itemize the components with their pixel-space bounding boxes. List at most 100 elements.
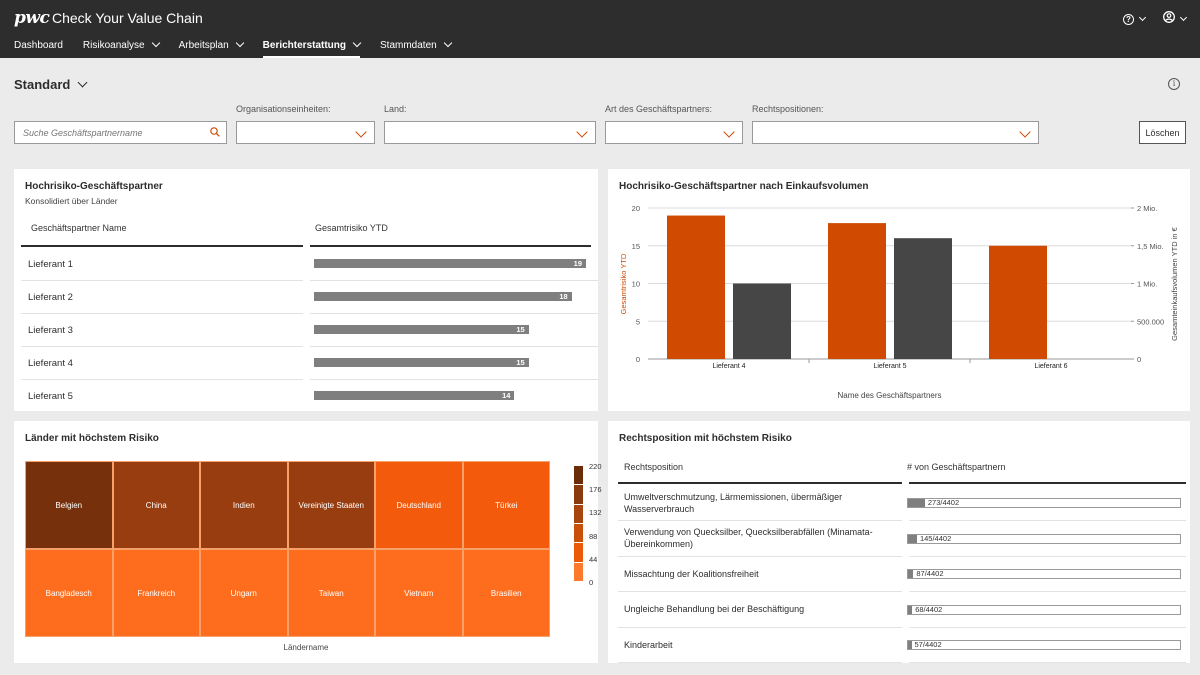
heatmap-cell[interactable]: Belgien <box>25 461 113 549</box>
country-select[interactable] <box>384 121 596 144</box>
nav-item-label: Berichterstattung <box>262 39 347 51</box>
nav-item-4[interactable]: Berichterstattung <box>262 36 362 58</box>
row-divider <box>21 280 303 281</box>
table-row[interactable]: Umweltverschmutzung, Lärmemissionen, übe… <box>618 485 1186 521</box>
heatmap-cell[interactable]: Vietnam <box>375 549 463 637</box>
purchase-volume-panel: Hochrisiko-Geschäftspartner nach Einkauf… <box>608 169 1190 411</box>
count-bar-track: 145/4402 <box>907 533 1181 544</box>
y-tick-left: 20 <box>632 204 640 213</box>
partner-type-select[interactable] <box>605 121 743 144</box>
legend-label: 88 <box>589 531 598 541</box>
bar-risk[interactable] <box>989 245 1047 359</box>
count-value: 68/4402 <box>915 604 943 614</box>
nav-item-3[interactable]: Arbeitsplan <box>178 36 244 54</box>
row-divider <box>618 662 902 663</box>
bar-volume[interactable] <box>894 238 952 359</box>
table-row[interactable]: Lieferant 3 15 <box>21 314 598 347</box>
row-divider <box>21 379 303 380</box>
search-field[interactable] <box>14 121 227 144</box>
column-header-legal-position[interactable]: Rechtsposition <box>624 462 684 472</box>
count-value: 57/4402 <box>914 640 942 650</box>
y-tick-right: 1,5 Mio. <box>1137 242 1164 251</box>
table-row[interactable]: Lieferant 4 15 <box>21 347 598 380</box>
y-tick-left: 10 <box>632 280 640 289</box>
clear-filters-button[interactable]: Löschen <box>1139 121 1186 144</box>
x-tick-label: Lieferant 4 <box>712 363 745 370</box>
legal-positions-label: Rechtspositionen: <box>752 104 824 114</box>
country-name: Taiwan <box>318 588 344 598</box>
partner-name: Lieferant 1 <box>28 259 73 270</box>
row-divider <box>310 313 598 314</box>
x-tick-label: Lieferant 6 <box>1034 363 1067 370</box>
table-row[interactable]: Ungleiche Behandlung bei der Beschäftigu… <box>618 592 1186 628</box>
legend-color-segment <box>574 524 583 543</box>
count-bar-fill <box>908 499 925 507</box>
heatmap-cell[interactable]: Taiwan <box>287 549 375 637</box>
heatmap-cell[interactable]: Deutschland <box>375 461 463 549</box>
risk-bar: 18 <box>314 292 572 301</box>
legend-label: 0 <box>589 578 594 587</box>
legend-color-segment <box>574 466 583 485</box>
country-name: Türkei <box>495 500 518 510</box>
table-row[interactable]: Lieferant 1 19 <box>21 248 598 281</box>
nav-item-1[interactable]: Dashboard <box>14 36 63 54</box>
heatmap-cell[interactable]: Bangladesch <box>25 549 113 637</box>
table-row[interactable]: Lieferant 2 18 <box>21 281 598 314</box>
y-tick-right: 0 <box>1137 355 1141 364</box>
country-name: China <box>145 500 167 510</box>
column-header-partner-count[interactable]: # von Geschäftspartnern <box>907 462 1006 472</box>
search-icon[interactable] <box>210 127 220 137</box>
nav-item-label: Arbeitsplan <box>178 39 229 51</box>
chevron-down-icon <box>1138 13 1147 22</box>
legal-position-label: Ungleiche Behandlung bei der Beschäftigu… <box>624 604 805 615</box>
y-tick-right: 2 Mio. <box>1137 204 1157 213</box>
country-name: Bangladesch <box>45 588 92 598</box>
chevron-down-icon <box>352 38 362 48</box>
table-row[interactable]: Lieferant 5 14 <box>21 380 598 411</box>
column-header-total-risk[interactable]: Gesamtrisiko YTD <box>315 223 388 233</box>
legal-position-label: Missachtung der Koalitionsfreiheit <box>624 568 759 579</box>
nav-item-2[interactable]: Risikoanalyse <box>83 36 160 54</box>
y-tick-left: 5 <box>636 317 640 326</box>
view-selector[interactable]: Standard <box>14 77 88 92</box>
heatmap-cell[interactable]: Ungarn <box>200 549 288 637</box>
table-row[interactable]: Verwendung von Quecksilber, Quecksilbera… <box>618 521 1186 557</box>
nav-item-5[interactable]: Stammdaten <box>380 36 452 54</box>
count-bar-track: 273/4402 <box>907 498 1181 508</box>
heatmap-cell[interactable]: Türkei <box>462 461 550 549</box>
count-bar-track: 57/4402 <box>907 640 1181 651</box>
chevron-down-icon <box>1179 13 1188 22</box>
user-menu[interactable] <box>1163 10 1188 28</box>
column-header-partner-name[interactable]: Geschäftspartner Name <box>31 223 127 233</box>
table-row[interactable]: Missachtung der Koalitionsfreiheit 87/440… <box>618 556 1186 593</box>
user-icon <box>1163 10 1175 28</box>
legend-label: 44 <box>589 554 598 564</box>
heatmap-cell[interactable]: Vereinigte Staaten <box>287 461 375 549</box>
row-divider <box>909 555 1186 557</box>
count-value: 145/4402 <box>919 533 952 543</box>
info-icon[interactable]: i <box>1168 78 1180 90</box>
bar-risk[interactable] <box>828 223 886 359</box>
row-divider <box>909 591 1186 593</box>
panel-title: Länder mit höchstem Risiko <box>25 433 159 444</box>
heatmap-x-label: Ländername <box>283 643 329 652</box>
heatmap-cell[interactable]: Indien <box>200 461 288 549</box>
table-row[interactable]: Kinderarbeit 57/4402 <box>618 627 1186 663</box>
count-bar-track: 68/4402 <box>907 604 1181 615</box>
heatmap-cell[interactable]: Brasilien <box>462 549 550 637</box>
bar-volume[interactable] <box>733 283 791 360</box>
bar-risk[interactable] <box>667 215 725 359</box>
legal-positions-select[interactable] <box>752 121 1039 144</box>
search-input[interactable] <box>15 122 226 143</box>
org-units-select[interactable] <box>236 121 375 144</box>
heatmap-cell[interactable]: China <box>112 461 200 549</box>
pwc-logo[interactable]: pwc <box>14 8 50 28</box>
y-axis-label-right: Gesamteinkaufsvolumen YTD in € <box>1170 226 1179 340</box>
high-risk-partners-panel: Hochrisiko-Geschäftspartner Konsolidiert… <box>14 169 598 411</box>
app-title: Check Your Value Chain <box>52 10 203 26</box>
count-bar-track: 87/4402 <box>907 569 1181 580</box>
heatmap-cell[interactable]: Frankreich <box>112 549 200 637</box>
help-menu[interactable]: ? <box>1123 13 1147 25</box>
partner-name: Lieferant 5 <box>28 391 73 402</box>
country-name: Belgien <box>55 500 83 510</box>
